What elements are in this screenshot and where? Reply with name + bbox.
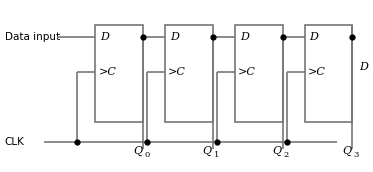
Text: D: D [240,32,249,42]
Text: CLK: CLK [5,137,25,147]
Bar [165,24,213,122]
Text: >C: >C [308,67,325,77]
Text: 0: 0 [144,151,150,159]
Bar [95,24,143,122]
Text: >C: >C [98,67,116,77]
Text: Data input: Data input [5,32,60,42]
Text: Q: Q [133,146,142,156]
Text: 2: 2 [283,151,289,159]
Text: Q: Q [273,146,282,156]
Text: 3: 3 [353,151,359,159]
Text: D: D [170,32,179,42]
Text: Q: Q [203,146,212,156]
Text: 1: 1 [214,151,219,159]
Bar [235,24,283,122]
Text: D: D [100,32,109,42]
Text: D: D [310,32,319,42]
Bar [305,24,352,122]
Text: >C: >C [238,67,256,77]
Text: >C: >C [168,67,186,77]
Text: D: D [359,62,368,72]
Text: Q: Q [342,146,351,156]
